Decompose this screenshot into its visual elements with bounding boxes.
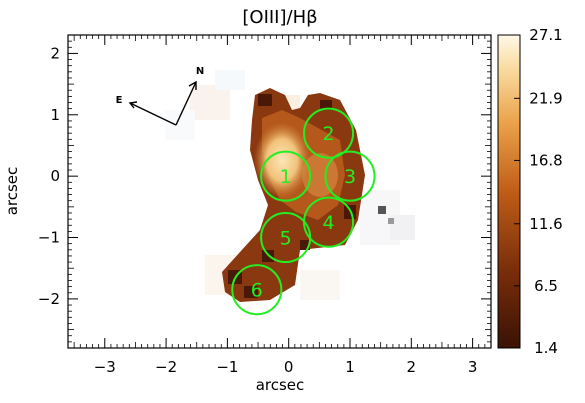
x-tick-label: 1 bbox=[345, 358, 355, 376]
region-circle bbox=[260, 212, 312, 264]
region-circle bbox=[231, 264, 283, 316]
x-tick-label: 3 bbox=[468, 358, 478, 376]
colorbar-tick-label: 27.1 bbox=[529, 26, 562, 44]
isolated-pixel bbox=[378, 206, 386, 214]
x-axis: −3 −2 −1 0 1 2 3 bbox=[73, 35, 486, 376]
y-tick-label: 2 bbox=[50, 44, 60, 62]
emission-map bbox=[165, 70, 415, 302]
y-tick-label: −2 bbox=[38, 290, 60, 308]
plot-frame bbox=[67, 34, 492, 349]
x-tick-label: −3 bbox=[94, 358, 116, 376]
north-arrow-head bbox=[188, 80, 197, 90]
x-tick-label: −2 bbox=[155, 358, 177, 376]
region-label: 3 bbox=[344, 166, 356, 188]
colorbar-axis: 27.1 21.9 16.8 11.6 6.5 1.4 bbox=[514, 26, 563, 357]
brightest-core bbox=[254, 122, 310, 198]
colorbar-tick-label: 16.8 bbox=[529, 151, 562, 169]
y-tick-label: −1 bbox=[38, 229, 60, 247]
colorbar-tick-label: 21.9 bbox=[529, 89, 562, 107]
region-circle bbox=[324, 150, 376, 202]
north-arrow bbox=[175, 81, 197, 126]
isolated-pixel bbox=[388, 218, 394, 224]
region-label: 1 bbox=[280, 166, 292, 188]
x-axis-label: arcsec bbox=[256, 376, 305, 394]
north-label: N bbox=[196, 66, 204, 77]
chart-title: [OIII]/Hβ bbox=[242, 7, 317, 28]
y-axis-label: arcsec bbox=[3, 167, 21, 216]
region-label: 2 bbox=[322, 123, 334, 145]
colorbar-tick-label: 11.6 bbox=[529, 215, 562, 233]
y-tick-label: 1 bbox=[50, 106, 60, 124]
east-arrow-head bbox=[128, 101, 138, 109]
x-tick-label: 2 bbox=[407, 358, 417, 376]
colorbar-tick-label: 1.4 bbox=[534, 339, 558, 357]
east-label: E bbox=[116, 95, 123, 106]
compass bbox=[128, 80, 197, 126]
y-tick-label: 0 bbox=[50, 167, 60, 185]
region-label: 5 bbox=[280, 228, 292, 250]
y-axis: 2 1 0 −1 −2 bbox=[38, 40, 491, 343]
colorbar-tick-label: 6.5 bbox=[534, 277, 558, 295]
east-arrow bbox=[129, 102, 177, 126]
region-circle bbox=[303, 107, 355, 159]
x-tick-label: −1 bbox=[216, 358, 238, 376]
region-circle bbox=[260, 150, 312, 202]
region-label: 6 bbox=[251, 280, 263, 302]
x-tick-label: 0 bbox=[284, 358, 294, 376]
region-label: 4 bbox=[322, 212, 334, 234]
colorbar bbox=[497, 34, 521, 349]
